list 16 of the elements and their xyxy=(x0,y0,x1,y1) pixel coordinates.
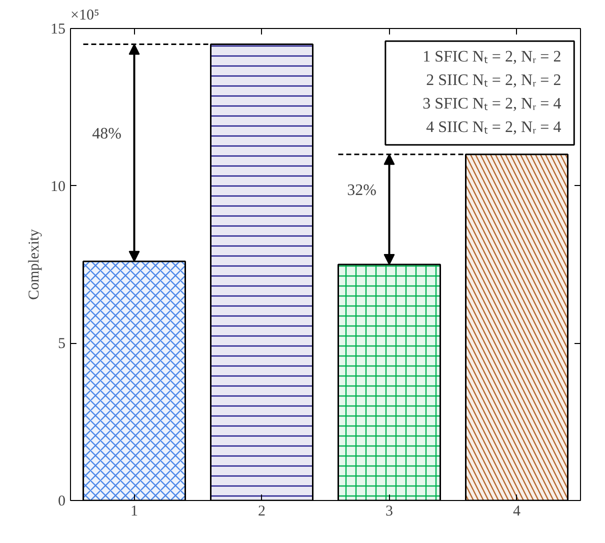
y-tick-label: 10 xyxy=(50,178,66,195)
annotation: 3 SFIC Nₜ = 2, Nᵣ = 4 xyxy=(422,96,562,113)
x-tick-label: 2 xyxy=(258,504,266,520)
x-tick-label: 1 xyxy=(130,504,138,520)
x-tick-label: 4 xyxy=(513,504,521,520)
x-tick-label: 3 xyxy=(386,504,393,520)
annotation: 2 SIIC Nₜ = 2, Nᵣ = 2 xyxy=(426,72,562,89)
annotation: 32% xyxy=(347,182,376,200)
y-tick-label: 0 xyxy=(58,494,66,510)
annotation: 1 SFIC Nₜ = 2, Nᵣ = 2 xyxy=(422,48,562,66)
y-tick-label: 15 xyxy=(50,22,66,38)
y-axis-title: Complexity xyxy=(26,228,42,300)
y-tick-label: 5 xyxy=(58,336,66,352)
text: ×10⁵ xyxy=(70,8,100,24)
annotation: 4 SIIC Nₜ = 2, Nᵣ = 4 xyxy=(426,119,562,136)
annotation: 48% xyxy=(92,125,122,142)
